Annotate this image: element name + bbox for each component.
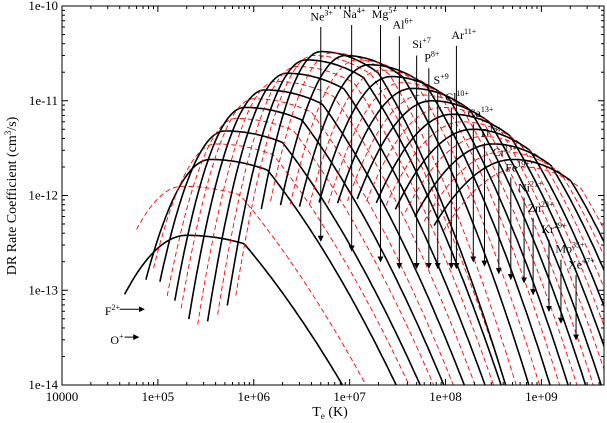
ion-label-al: Al6+: [392, 16, 413, 31]
plot-frame: [61, 5, 605, 386]
curve-kr: [414, 143, 604, 273]
curve-mg: [289, 59, 541, 385]
curve-ni: [394, 128, 604, 308]
curve-na: [270, 52, 517, 385]
curve-ti: [366, 106, 604, 371]
ion-label-fe: Fe19+: [505, 159, 530, 174]
ion-label-cr: Cr17+: [493, 144, 518, 159]
curve-8: [180, 98, 454, 385]
y-tick-label: 1e-12: [28, 188, 58, 203]
y-tick-label: 1e-11: [29, 93, 58, 108]
curve-ne: [260, 50, 507, 385]
curve-10: [197, 80, 476, 385]
curve-group: [123, 50, 604, 385]
y-tick-label: 1e-13: [28, 282, 58, 297]
ion-label-xe: Xe47+: [568, 256, 595, 271]
curve-6: [166, 118, 435, 385]
ion-label-zn: Zn23+: [528, 200, 554, 215]
curve-mo: [423, 151, 604, 257]
ion-label-f: F2+: [105, 303, 121, 318]
curve-3: [145, 158, 398, 385]
ion-label-s: S+9: [434, 72, 449, 87]
curve-xe: [433, 158, 604, 244]
curve-cr: [375, 113, 604, 348]
ion-label-kr: Kr29+: [541, 221, 567, 236]
ion-label-si: Si+7: [412, 36, 431, 51]
curve-o: [123, 234, 344, 385]
y-tick-label: 1e-14: [28, 377, 58, 392]
ion-label-ar: Ar11+: [451, 27, 476, 42]
curve-14: [235, 55, 507, 385]
curve-ar: [336, 87, 587, 385]
y-tick-label: 1e-10: [28, 0, 58, 13]
ion-label-o: O+: [110, 332, 124, 347]
curve-4: [153, 143, 410, 385]
ion-label-na: Na4+: [343, 6, 366, 21]
tick-group: 10000 1e+05 1e+06 1e+07 1e+08 1e+09 1e-14 1e-13…: [28, 0, 604, 404]
curve-cl: [347, 94, 594, 385]
curve-f: [136, 185, 367, 385]
curve-zn: [404, 136, 604, 289]
curve-34: [443, 166, 604, 231]
annotation-group: Ne3+ Na4+ Mg5+Al6+ Ar11+ Si+7P8+ S+9 Cl10+Ca13…: [105, 6, 595, 347]
x-tick-label: 1e+06: [237, 389, 270, 404]
curve-13: [226, 59, 502, 385]
x-tick-label: 10000: [46, 389, 79, 404]
curve-7: [174, 106, 445, 385]
x-tick-label: 1e+09: [525, 389, 558, 404]
ion-label-cl: Cl10+: [445, 89, 469, 104]
curve-5: [159, 130, 422, 385]
ion-label-ne: Ne3+: [310, 9, 333, 24]
curve-ca: [356, 100, 603, 385]
ion-label-mo: Mo35+: [555, 241, 585, 256]
curve-9: [188, 89, 466, 385]
curve-fe: [385, 121, 604, 327]
curve-11: [206, 72, 486, 385]
ion-label-mg: Mg5+: [372, 6, 398, 21]
x-axis-label: Te (K): [312, 405, 348, 421]
ion-label-ti: Ti15+: [479, 124, 502, 139]
curve-12: [217, 66, 494, 385]
y-axis-label: DR Rate Coefficient (cm3/s): [3, 116, 20, 275]
curve-17: [279, 54, 530, 385]
ion-label-p: P8+: [424, 49, 440, 64]
ion-label-ni: Ni21+: [518, 180, 543, 195]
ion-label-ca: Ca13+: [468, 105, 494, 120]
x-tick-label: 1e+08: [429, 389, 462, 404]
x-tick-label: 1e+07: [333, 389, 366, 404]
curve-al: [298, 63, 551, 385]
x-tick-label: 1e+05: [142, 389, 175, 404]
